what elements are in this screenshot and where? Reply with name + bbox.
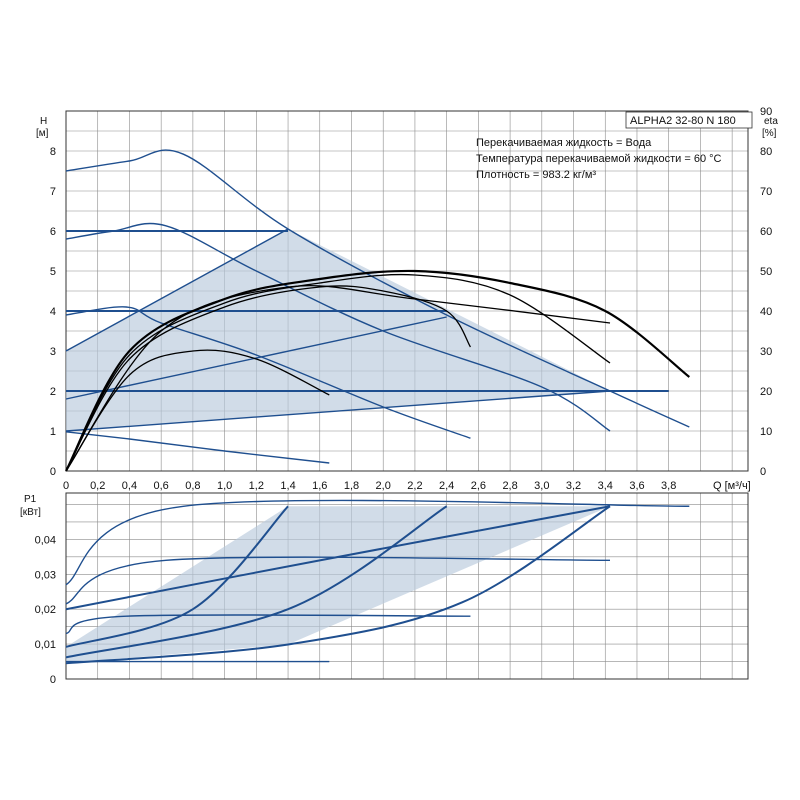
power-curve <box>65 505 611 611</box>
info-line-temperature: Температура перекачиваемой жидкости = 60… <box>476 153 722 165</box>
x-tick-label: 3,2 <box>566 480 581 492</box>
x-tick-label: 1,6 <box>312 480 327 492</box>
h-tick-label: 1 <box>50 426 56 438</box>
x-tick-label: 2,0 <box>376 480 391 492</box>
proportional-pressure-line <box>65 228 289 352</box>
h-tick-label: 8 <box>50 146 56 158</box>
x-tick-label: 3,6 <box>629 480 644 492</box>
power-curve <box>65 505 611 665</box>
x-tick-label: 0,4 <box>122 480 137 492</box>
p1-tick-label: 0,03 <box>35 569 56 581</box>
eta-tick-label: 60 <box>760 226 772 238</box>
top-grid <box>65 110 749 472</box>
eta-tick-label: 70 <box>760 186 772 198</box>
x-tick-label: 0,6 <box>154 480 169 492</box>
p1-tick-label: 0,02 <box>35 604 56 616</box>
p1-tick-label: 0 <box>50 674 56 686</box>
top-ylabel-unit: [м] <box>36 128 49 139</box>
x-tick-label: 0,2 <box>90 480 105 492</box>
h-tick-label: 3 <box>50 346 56 358</box>
p1-tick-label: 0,01 <box>35 639 56 651</box>
x-tick-label: 3,0 <box>534 480 549 492</box>
head-curve <box>65 306 471 439</box>
efficiency-curve <box>65 273 611 472</box>
power-curve <box>65 499 690 586</box>
x-tick-label: 2,6 <box>471 480 486 492</box>
efficiency-curve <box>65 269 690 472</box>
proportional-pressure-line <box>65 316 447 400</box>
efficiency-curve <box>65 285 472 472</box>
top-y2label-name: eta <box>764 116 778 127</box>
top-xlabel: Q [м³/ч] <box>713 480 751 492</box>
info-line-liquid: Перекачиваемая жидкость = Вода <box>476 137 652 149</box>
x-tick-label: 2,2 <box>407 480 422 492</box>
power-curve <box>65 614 471 635</box>
power-curve <box>65 505 448 659</box>
top-plot-frame <box>65 110 749 472</box>
proportional-pressure-line <box>65 390 611 432</box>
power-curves <box>65 499 690 665</box>
x-tick-label: 3,8 <box>661 480 676 492</box>
model-label-box <box>625 111 753 129</box>
bottom-ylabel-unit: [кВт] <box>20 507 41 518</box>
x-tick-label: 3,4 <box>598 480 613 492</box>
bottom-plot-frame <box>65 492 749 680</box>
power-curve <box>65 556 611 605</box>
efficiency-curve <box>65 284 611 472</box>
eta-tick-label: 10 <box>760 426 772 438</box>
head-curve <box>65 149 690 428</box>
x-tick-label: 1,8 <box>344 480 359 492</box>
eta-tick-label: 30 <box>760 346 772 358</box>
x-tick-label: 0,8 <box>185 480 200 492</box>
p1-tick-label: 0,04 <box>35 534 56 546</box>
top-operating-area <box>66 229 611 431</box>
efficiency-curve <box>65 349 330 472</box>
axis-labels: 0 0,2 0,4 0,6 0,8 1,0 1,2 1,4 1,6 1,8 2,0 2,2 2,4 2,6… <box>35 106 773 686</box>
x-tick-label: 1,4 <box>280 480 295 492</box>
eta-tick-label: 50 <box>760 266 772 278</box>
eta-tick-label: 90 <box>760 106 772 118</box>
x-tick-label: 2,8 <box>502 480 517 492</box>
x-tick-label: 2,4 <box>439 480 454 492</box>
x-tick-label: 1,2 <box>249 480 264 492</box>
h-tick-label: 6 <box>50 226 56 238</box>
eta-tick-label: 20 <box>760 386 772 398</box>
eta-tick-label: 80 <box>760 146 772 158</box>
model-label: ALPHA2 32-80 N 180 <box>630 115 736 127</box>
h-tick-label: 7 <box>50 186 56 198</box>
eta-tick-label: 0 <box>760 466 766 478</box>
h-tick-label: 2 <box>50 386 56 398</box>
head-curve <box>65 431 330 464</box>
top-ylabel-name: H <box>40 116 47 127</box>
power-curve <box>65 505 289 648</box>
x-tick-label: 0 <box>63 480 69 492</box>
h-tick-label: 5 <box>50 266 56 278</box>
head-curves <box>65 149 690 472</box>
info-line-density: Плотность = 983.2 кг/м³ <box>476 169 596 181</box>
h-tick-label: 4 <box>50 306 56 318</box>
h-tick-label: 0 <box>50 466 56 478</box>
top-y2label-unit: [%] <box>762 128 777 139</box>
bottom-ylabel-name: P1 <box>24 494 37 505</box>
x-tick-label: 1,0 <box>217 480 232 492</box>
eta-tick-label: 40 <box>760 306 772 318</box>
